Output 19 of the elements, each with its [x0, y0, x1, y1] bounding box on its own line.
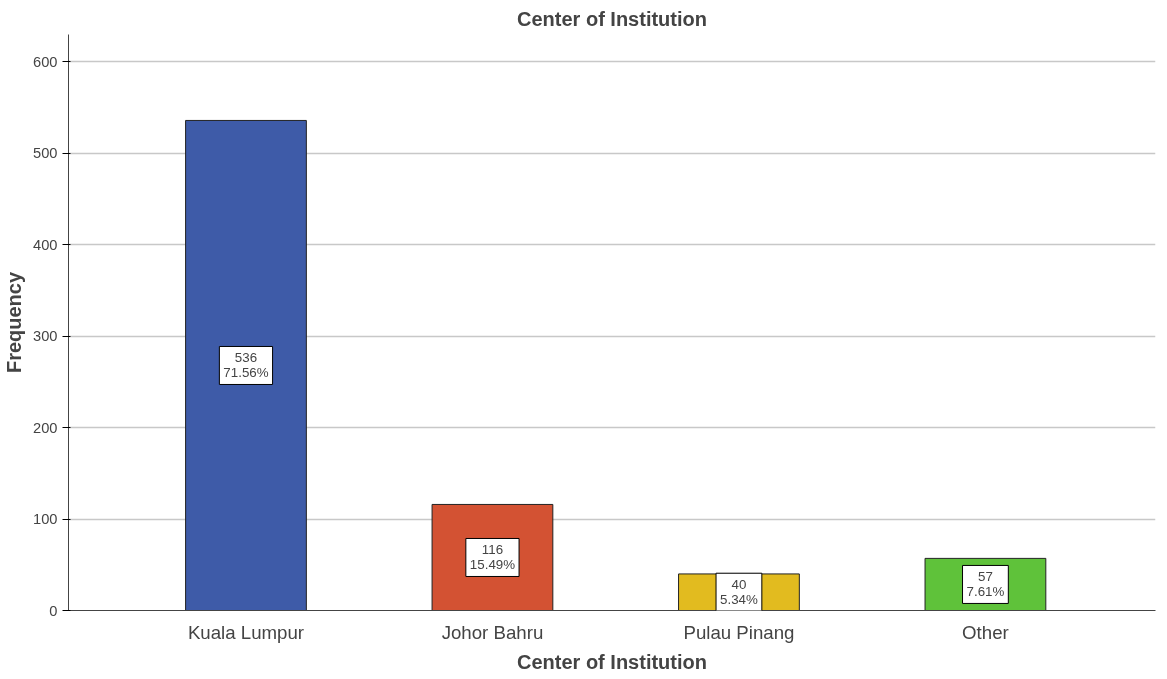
x-axis-title: Center of Institution — [517, 650, 707, 673]
y-tick-label: 100 — [33, 511, 58, 528]
y-tick-label: 0 — [49, 602, 58, 619]
bar — [185, 119, 307, 611]
data-label: 40 5.34% — [720, 577, 758, 608]
x-tick-label: Other — [962, 621, 1009, 643]
data-label: 57 7.61% — [966, 569, 1005, 600]
chart-title: Center of Institution — [517, 7, 707, 30]
y-tick-label: 400 — [33, 236, 58, 253]
data-label: 116 15.49% — [469, 542, 516, 573]
y-tick-label: 200 — [33, 419, 58, 436]
x-tick-label: Johor Bahru — [441, 621, 544, 643]
x-tick-label: Kuala Lumpur — [187, 621, 305, 643]
y-tick-label: 300 — [33, 328, 58, 345]
y-tick-label: 600 — [33, 53, 58, 70]
data-label: 536 71.56% — [223, 350, 269, 381]
x-tick-label: Pulau Pinang — [683, 621, 795, 643]
y-tick-label: 500 — [33, 145, 58, 162]
y-axis-title: Frequency — [3, 271, 26, 374]
